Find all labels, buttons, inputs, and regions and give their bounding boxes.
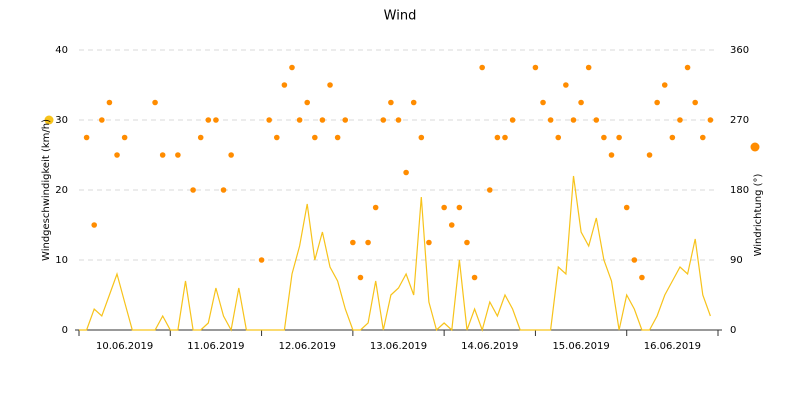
- direction-dot: [350, 239, 356, 246]
- legend-marker: [750, 142, 760, 152]
- x-tick-label: 14.06.2019: [461, 341, 518, 352]
- direction-dot: [464, 239, 470, 246]
- direction-dot: [296, 117, 303, 123]
- direction-dot: [410, 99, 417, 106]
- x-tick-label: 10.06.2019: [96, 341, 153, 352]
- x-tick-label: 12.06.2019: [279, 341, 336, 352]
- direction-dot: [175, 152, 181, 158]
- direction-dot: [532, 64, 539, 71]
- direction-dot: [342, 117, 349, 123]
- direction-dot: [266, 117, 272, 123]
- direction-dot: [692, 99, 698, 106]
- direction-dot: [258, 257, 265, 263]
- x-tick-label: 13.06.2019: [370, 341, 427, 352]
- direction-dot: [273, 134, 280, 141]
- y-tick-label: 30: [55, 115, 68, 126]
- direction-dot: [486, 187, 493, 193]
- direction-dot: [159, 152, 166, 158]
- direction-dot: [281, 82, 288, 88]
- direction-dot: [319, 117, 326, 123]
- direction-dot: [448, 222, 455, 228]
- direction-dot: [312, 134, 318, 141]
- direction-dot: [509, 117, 516, 123]
- direction-dot: [99, 117, 105, 123]
- direction-dot: [555, 134, 562, 141]
- direction-dot: [190, 187, 196, 193]
- direction-dot: [540, 99, 546, 106]
- direction-dot: [418, 134, 425, 141]
- y-axis-title: Windgeschwindigkeit (km/h): [41, 119, 52, 261]
- direction-dot: [563, 82, 569, 88]
- direction-dot: [152, 99, 158, 106]
- direction-dot: [197, 134, 204, 141]
- direction-dot: [365, 239, 371, 246]
- direction-dot: [608, 152, 615, 158]
- y2-tick-label: 360: [730, 45, 749, 56]
- direction-dot: [585, 64, 592, 71]
- direction-dot: [616, 134, 622, 141]
- direction-dot: [289, 64, 295, 71]
- direction-dot: [494, 134, 501, 141]
- direction-dot: [639, 274, 645, 281]
- direction-dot: [646, 152, 653, 158]
- direction-dot: [106, 99, 113, 106]
- direction-dot: [334, 134, 341, 141]
- direction-dot: [601, 134, 607, 141]
- direction-dot: [669, 134, 676, 141]
- direction-dot: [220, 187, 227, 193]
- y2-axis-title: Windrichtung (°): [753, 174, 764, 257]
- y2-tick-label: 90: [730, 255, 743, 266]
- direction-dot: [593, 117, 600, 123]
- direction-dot: [83, 134, 90, 141]
- direction-dot: [677, 117, 683, 123]
- direction-dot: [327, 82, 333, 88]
- direction-dot: [395, 117, 402, 123]
- x-tick-label: 11.06.2019: [187, 341, 244, 352]
- direction-dot: [121, 134, 128, 141]
- direction-dot: [426, 239, 432, 246]
- direction-dot: [699, 134, 706, 141]
- direction-dot: [684, 64, 691, 71]
- direction-dot: [661, 82, 668, 88]
- y-tick-label: 20: [55, 185, 68, 196]
- direction-dot: [578, 99, 584, 106]
- direction-dot: [228, 152, 234, 158]
- direction-dot: [654, 99, 660, 106]
- y2-tick-label: 0: [730, 325, 736, 336]
- direction-dot: [502, 134, 508, 141]
- direction-dot: [380, 117, 387, 123]
- speed-line: [79, 175, 711, 332]
- legend-marker: [44, 115, 54, 125]
- x-tick-label: 15.06.2019: [552, 341, 609, 352]
- direction-dot: [707, 117, 714, 123]
- direction-dot: [357, 274, 364, 281]
- direction-dot: [479, 64, 485, 71]
- direction-dot: [403, 169, 409, 176]
- direction-dot: [471, 274, 478, 281]
- direction-dot: [372, 204, 379, 211]
- direction-dot: [631, 257, 638, 263]
- chart-title: Wind: [384, 9, 417, 24]
- y-tick-label: 10: [55, 255, 68, 266]
- direction-dot: [114, 152, 120, 158]
- direction-dot: [570, 117, 577, 123]
- x-tick-label: 16.06.2019: [644, 341, 701, 352]
- y-tick-label: 0: [62, 325, 68, 336]
- direction-dot: [205, 117, 212, 123]
- direction-dot: [91, 222, 98, 228]
- direction-dot: [547, 117, 554, 123]
- y2-tick-label: 270: [730, 115, 749, 126]
- direction-dot: [456, 204, 463, 211]
- direction-dot: [213, 117, 219, 123]
- direction-dot: [441, 204, 447, 211]
- direction-dot: [623, 204, 630, 211]
- direction-dot: [388, 99, 394, 106]
- y-tick-label: 40: [55, 45, 68, 56]
- direction-dot: [304, 99, 311, 106]
- y2-tick-label: 180: [730, 185, 749, 196]
